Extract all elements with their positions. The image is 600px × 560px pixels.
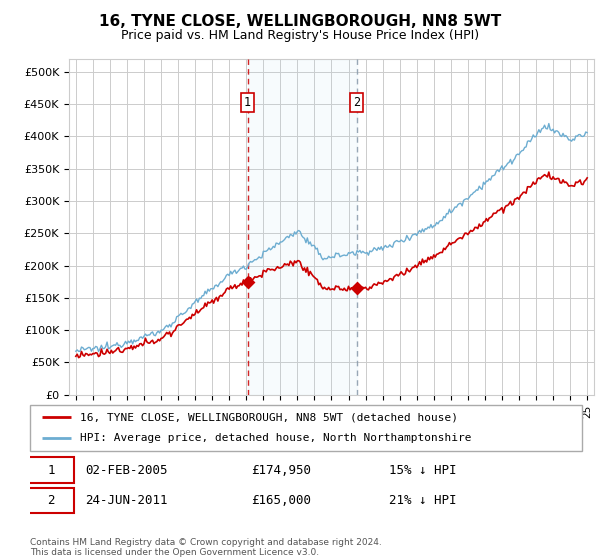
FancyBboxPatch shape [27,458,74,483]
Text: Price paid vs. HM Land Registry's House Price Index (HPI): Price paid vs. HM Land Registry's House … [121,29,479,42]
Text: 21% ↓ HPI: 21% ↓ HPI [389,494,457,507]
Text: 2: 2 [353,96,360,109]
Bar [248,59,357,395]
Text: 16, TYNE CLOSE, WELLINGBOROUGH, NN8 5WT: 16, TYNE CLOSE, WELLINGBOROUGH, NN8 5WT [99,14,501,29]
Text: 24-JUN-2011: 24-JUN-2011 [85,494,168,507]
Point [243,277,253,286]
Text: £165,000: £165,000 [251,494,311,507]
FancyBboxPatch shape [27,488,74,514]
Text: 16, TYNE CLOSE, WELLINGBOROUGH, NN8 5WT (detached house): 16, TYNE CLOSE, WELLINGBOROUGH, NN8 5WT … [80,412,458,422]
Text: £174,950: £174,950 [251,464,311,477]
Point [352,284,362,293]
Text: 1: 1 [244,96,251,109]
Text: 15% ↓ HPI: 15% ↓ HPI [389,464,457,477]
Text: Contains HM Land Registry data © Crown copyright and database right 2024.
This d: Contains HM Land Registry data © Crown c… [30,538,382,557]
Text: 1: 1 [47,464,55,477]
Text: 02-FEB-2005: 02-FEB-2005 [85,464,168,477]
Text: HPI: Average price, detached house, North Northamptonshire: HPI: Average price, detached house, Nort… [80,433,471,444]
Text: 2: 2 [47,494,55,507]
